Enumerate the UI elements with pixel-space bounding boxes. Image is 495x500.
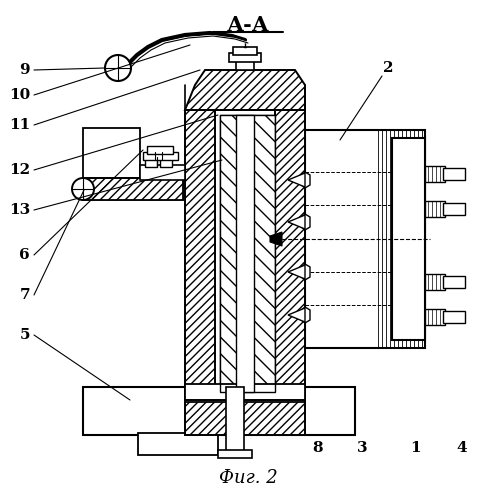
Bar xyxy=(145,157,157,167)
Bar xyxy=(138,433,218,455)
Bar xyxy=(392,138,425,340)
Bar xyxy=(305,130,425,348)
Bar xyxy=(218,450,252,458)
Bar xyxy=(443,203,465,215)
Text: 13: 13 xyxy=(9,203,30,217)
Bar xyxy=(425,309,445,325)
Polygon shape xyxy=(288,265,305,279)
Polygon shape xyxy=(295,307,310,323)
Text: Фиг. 2: Фиг. 2 xyxy=(219,469,277,487)
Bar xyxy=(83,178,183,200)
Bar xyxy=(83,178,183,200)
Bar xyxy=(140,165,185,180)
Bar xyxy=(185,384,305,402)
Polygon shape xyxy=(275,110,305,400)
Text: 8: 8 xyxy=(313,441,323,455)
Polygon shape xyxy=(295,264,310,280)
Bar xyxy=(160,157,172,167)
Bar xyxy=(443,276,465,288)
Bar xyxy=(147,146,173,154)
Bar xyxy=(236,115,254,392)
Bar xyxy=(143,152,178,160)
Polygon shape xyxy=(288,308,305,322)
Text: 11: 11 xyxy=(9,118,30,132)
Text: 3: 3 xyxy=(357,441,367,455)
Bar xyxy=(443,168,465,180)
Bar xyxy=(185,386,305,400)
Bar xyxy=(233,47,257,55)
Polygon shape xyxy=(288,215,305,229)
Polygon shape xyxy=(185,70,305,110)
Circle shape xyxy=(105,55,131,81)
Polygon shape xyxy=(185,110,215,400)
Text: 2: 2 xyxy=(383,61,393,75)
Bar xyxy=(226,387,244,455)
Bar xyxy=(425,274,445,290)
Text: 12: 12 xyxy=(9,163,30,177)
Polygon shape xyxy=(295,172,310,188)
Bar xyxy=(236,60,254,70)
Text: 1: 1 xyxy=(410,441,420,455)
Polygon shape xyxy=(185,400,305,435)
Polygon shape xyxy=(270,232,282,246)
Bar xyxy=(443,311,465,323)
Polygon shape xyxy=(288,173,305,187)
Text: 4: 4 xyxy=(457,441,467,455)
Bar xyxy=(83,387,355,435)
Text: 10: 10 xyxy=(9,88,30,102)
Text: 7: 7 xyxy=(19,288,30,302)
Text: 6: 6 xyxy=(19,248,30,262)
Bar xyxy=(425,201,445,217)
Bar xyxy=(83,128,140,178)
Text: 9: 9 xyxy=(19,63,30,77)
Circle shape xyxy=(72,178,94,200)
Text: 5: 5 xyxy=(19,328,30,342)
Bar xyxy=(229,53,261,62)
Polygon shape xyxy=(295,214,310,230)
Text: А-А: А-А xyxy=(227,15,269,35)
Polygon shape xyxy=(220,115,275,392)
Bar xyxy=(425,166,445,182)
